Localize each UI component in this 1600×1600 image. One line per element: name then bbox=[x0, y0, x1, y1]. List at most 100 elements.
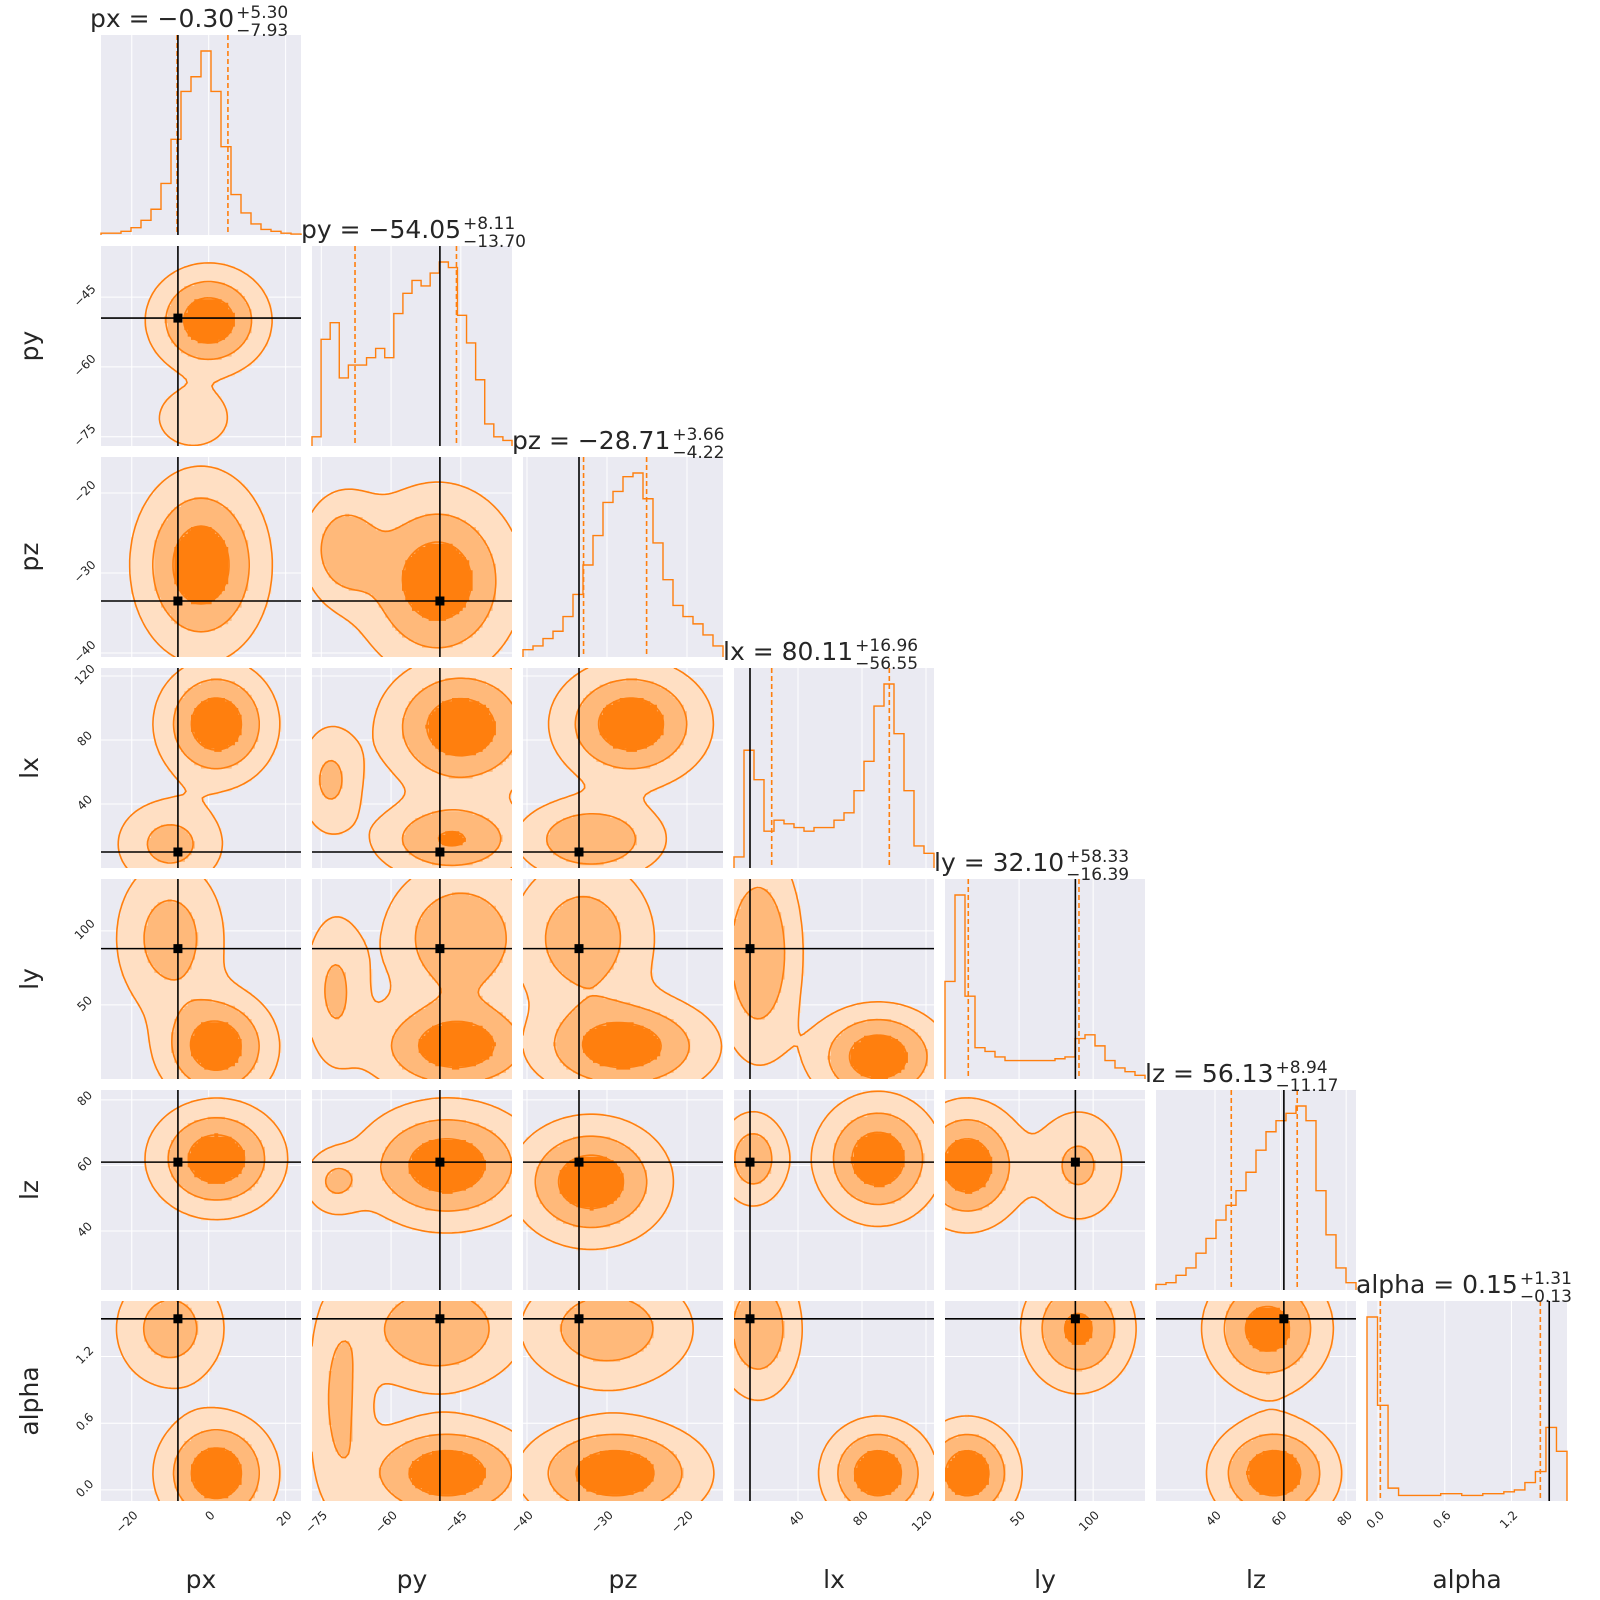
truth-marker bbox=[435, 597, 444, 606]
title-error-plus: +16.96 bbox=[855, 636, 918, 656]
joint-panel-ly-vs-pz bbox=[523, 879, 724, 1080]
x-tick-label: 0.6 bbox=[1430, 1508, 1453, 1531]
y-tick-label: 100 bbox=[72, 916, 98, 942]
title-error-minus: −13.70 bbox=[463, 232, 526, 252]
joint-panel-ly-vs-px bbox=[101, 879, 301, 1080]
x-tick-label: −20 bbox=[113, 1508, 141, 1536]
x-tick-label: −45 bbox=[442, 1508, 470, 1536]
joint-panel-lz-vs-ly bbox=[945, 1090, 1145, 1290]
y-tick-label: 1.2 bbox=[73, 1343, 96, 1366]
y-tick-label: 0.6 bbox=[73, 1410, 96, 1433]
y-tick-label: −60 bbox=[71, 352, 99, 380]
truth-marker bbox=[173, 944, 182, 953]
joint-panel-lz-vs-py bbox=[312, 1090, 513, 1290]
x-axis-label-alpha: alpha bbox=[1432, 1565, 1501, 1594]
joint-panel-pz-vs-py bbox=[312, 457, 513, 658]
x-tick-label: 60 bbox=[1269, 1508, 1290, 1529]
joint-panel-ly-vs-py bbox=[312, 879, 513, 1080]
title-error-minus: −11.17 bbox=[1276, 1076, 1339, 1096]
joint-panel-alpha-vs-ly bbox=[945, 1301, 1145, 1502]
joint-panel-alpha-vs-py bbox=[312, 1301, 513, 1502]
x-tick-label: 0 bbox=[202, 1508, 217, 1523]
title-error-plus: +8.11 bbox=[463, 214, 515, 234]
joint-panel-lx-vs-px bbox=[101, 668, 301, 869]
x-tick-label: 80 bbox=[850, 1508, 871, 1529]
x-tick-label: 20 bbox=[274, 1508, 295, 1529]
truth-marker bbox=[746, 1158, 755, 1167]
panel-title-px: px = −0.30 bbox=[90, 4, 234, 33]
x-axis-label-ly: ly bbox=[1034, 1565, 1056, 1594]
panel-title-alpha: alpha = 0.15 bbox=[1356, 1270, 1518, 1299]
y-tick-label: 60 bbox=[74, 1154, 95, 1175]
truth-marker bbox=[435, 1158, 444, 1167]
x-axis-label-px: px bbox=[186, 1565, 217, 1594]
x-tick-label: 50 bbox=[1007, 1508, 1028, 1529]
joint-panel-lz-vs-pz bbox=[523, 1090, 723, 1290]
joint-panel-alpha-vs-lz bbox=[1156, 1301, 1356, 1502]
x-tick-label: −20 bbox=[668, 1508, 696, 1536]
y-axis-label-py: py bbox=[15, 330, 44, 361]
title-error-minus: −16.39 bbox=[1066, 865, 1129, 885]
joint-panel-py-vs-px bbox=[101, 246, 301, 447]
joint-panel-lz-vs-px bbox=[101, 1090, 301, 1290]
hist-panel-lx: lx = 80.11 +16.96−56.55 bbox=[723, 636, 934, 868]
title-error-minus: −56.55 bbox=[855, 654, 918, 674]
y-tick-label: −45 bbox=[71, 282, 99, 310]
panel-title-lz: lz = 56.13 bbox=[1145, 1059, 1274, 1088]
panel-title-pz: pz = −28.71 bbox=[512, 426, 670, 455]
x-tick-label: 100 bbox=[1076, 1508, 1102, 1534]
hist-panel-py: py = −54.05 +8.11−13.70 bbox=[301, 214, 526, 446]
x-tick-label: −30 bbox=[588, 1508, 616, 1536]
truth-marker bbox=[575, 848, 584, 857]
truth-marker bbox=[746, 944, 755, 953]
x-axis-label-py: py bbox=[397, 1565, 428, 1594]
hist-panel-alpha: alpha = 0.15 +1.31−0.13 bbox=[1356, 1269, 1572, 1501]
x-tick-label: 80 bbox=[1334, 1508, 1355, 1529]
y-tick-label: 80 bbox=[74, 728, 95, 749]
panel-title-ly: ly = 32.10 bbox=[934, 848, 1064, 877]
hist-panel-pz: pz = −28.71 +3.66−4.22 bbox=[512, 425, 724, 657]
y-tick-label: 80 bbox=[74, 1088, 95, 1109]
y-tick-label: 40 bbox=[74, 792, 95, 813]
x-tick-label: 120 bbox=[909, 1508, 935, 1534]
truth-marker bbox=[746, 1314, 755, 1323]
hist-panel-ly: ly = 32.10 +58.33−16.39 bbox=[934, 847, 1145, 1079]
y-axis-label-lx: lx bbox=[15, 757, 44, 779]
y-axis-label-alpha: alpha bbox=[15, 1366, 44, 1435]
truth-marker bbox=[173, 848, 182, 857]
joint-panel-alpha-vs-pz bbox=[523, 1301, 723, 1502]
y-tick-label: −30 bbox=[71, 558, 99, 586]
truth-marker bbox=[1071, 1314, 1080, 1323]
x-tick-label: 40 bbox=[786, 1508, 807, 1529]
x-tick-label: −60 bbox=[372, 1508, 400, 1536]
x-tick-label: 1.2 bbox=[1497, 1508, 1520, 1531]
truth-marker bbox=[575, 944, 584, 953]
truth-marker bbox=[435, 848, 444, 857]
hist-panel-px: px = −0.30 +5.30−7.93 bbox=[90, 3, 301, 235]
title-error-plus: +8.94 bbox=[1276, 1058, 1328, 1078]
x-tick-label: 0.0 bbox=[1364, 1508, 1387, 1531]
y-axis-label-lz: lz bbox=[15, 1180, 44, 1200]
y-tick-label: −40 bbox=[71, 638, 99, 666]
truth-marker bbox=[173, 314, 182, 323]
joint-panel-lz-vs-lx bbox=[734, 1090, 935, 1290]
y-tick-label: 50 bbox=[74, 993, 95, 1014]
y-tick-label: −20 bbox=[71, 478, 99, 506]
panel-background bbox=[945, 879, 1145, 1079]
y-axis-label-pz: pz bbox=[15, 543, 44, 572]
title-error-plus: +1.31 bbox=[1520, 1269, 1572, 1289]
joint-panel-lx-vs-pz bbox=[523, 668, 723, 869]
truth-marker bbox=[173, 1314, 182, 1323]
title-error-plus: +3.66 bbox=[672, 425, 724, 445]
y-axis-label-ly: ly bbox=[15, 968, 44, 990]
title-error-minus: −0.13 bbox=[1520, 1287, 1572, 1307]
y-tick-label: −75 bbox=[71, 421, 99, 449]
x-axis-label-pz: pz bbox=[609, 1565, 638, 1594]
y-tick-label: 0.0 bbox=[73, 1477, 96, 1500]
x-axis-label-lz: lz bbox=[1246, 1565, 1266, 1594]
x-tick-label: −40 bbox=[508, 1508, 536, 1536]
panel-background bbox=[312, 246, 512, 446]
joint-panel-ly-vs-lx bbox=[734, 879, 935, 1080]
title-error-minus: −7.93 bbox=[236, 21, 288, 41]
